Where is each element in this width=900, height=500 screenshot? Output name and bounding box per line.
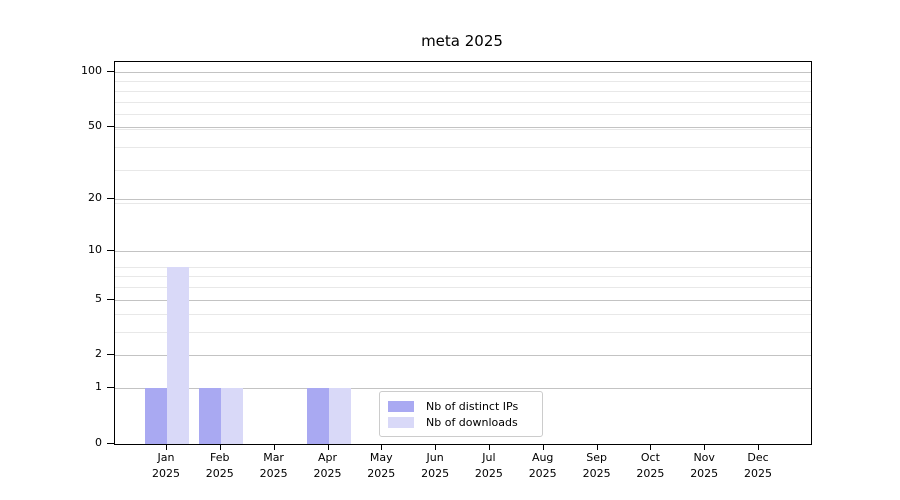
x-tick-mark — [596, 444, 598, 450]
minor-gridline — [115, 101, 811, 103]
x-tick-label: Apr 2025 — [313, 451, 342, 480]
y-tick-mark — [107, 443, 114, 444]
minor-gridline — [115, 114, 811, 115]
y-tick-label: 5 — [95, 291, 102, 305]
x-tick-mark — [542, 444, 544, 450]
x-tick-label: Dec 2025 — [744, 451, 772, 480]
y-tick-label: 50 — [88, 119, 102, 133]
minor-gridline — [115, 90, 811, 92]
x-tick-label: May 2025 — [367, 451, 396, 480]
y-tick-mark — [107, 71, 114, 72]
legend-item-distinct-ips: Nb of distinct IPs — [388, 398, 534, 414]
y-tick-label: 10 — [88, 242, 102, 256]
x-tick-label: Nov 2025 — [690, 451, 719, 480]
legend-swatch-distinct-ips — [388, 400, 414, 412]
minor-gridline — [115, 146, 811, 148]
y-tick-mark — [107, 354, 114, 356]
x-tick-mark — [488, 444, 490, 450]
legend-label-distinct-ips: Nb of distinct IPs — [426, 399, 519, 413]
y-tick-label: 1 — [95, 380, 102, 394]
bar-distinct-ips — [145, 388, 167, 444]
minor-gridline — [115, 202, 811, 204]
legend: Nb of distinct IPs Nb of downloads — [379, 391, 543, 437]
major-gridline — [115, 72, 811, 73]
y-tick-mark — [107, 249, 114, 251]
legend-label-downloads: Nb of downloads — [426, 415, 518, 429]
minor-gridline — [115, 81, 811, 83]
plot-area: Nb of distinct IPs Nb of downloads — [114, 61, 812, 445]
major-gridline — [115, 127, 811, 129]
bar-distinct-ips — [306, 388, 329, 444]
major-gridline — [115, 388, 811, 390]
bar-distinct-ips — [198, 388, 221, 444]
y-tick-label: 100 — [81, 64, 102, 77]
minor-gridline — [115, 314, 811, 316]
y-tick-label: 2 — [95, 347, 102, 361]
minor-gridline — [115, 287, 811, 289]
major-gridline — [115, 299, 811, 301]
minor-gridline — [115, 128, 811, 130]
x-tick-label: Sep 2025 — [582, 451, 611, 480]
major-gridline — [115, 198, 811, 200]
y-tick-mark — [107, 126, 114, 128]
legend-swatch-downloads — [388, 416, 414, 428]
legend-item-downloads: Nb of downloads — [388, 414, 534, 430]
x-tick-mark — [650, 444, 652, 450]
major-gridline — [115, 355, 811, 357]
y-tick-label: 20 — [88, 190, 102, 204]
y-tick-mark — [107, 387, 114, 389]
x-tick-label: Jul 2025 — [474, 451, 503, 480]
x-tick-label: Aug 2025 — [528, 451, 557, 480]
bar-downloads — [220, 388, 243, 444]
minor-gridline — [115, 332, 811, 334]
x-tick-label: Feb 2025 — [205, 451, 234, 480]
x-tick-mark — [758, 444, 759, 450]
bar-downloads — [167, 266, 189, 444]
x-tick-mark — [219, 444, 221, 450]
x-tick-mark — [273, 444, 275, 450]
y-tick-label: 0 — [95, 436, 102, 449]
x-tick-mark — [704, 444, 706, 450]
x-tick-mark — [381, 444, 383, 450]
minor-gridline — [115, 169, 811, 171]
bar-downloads — [328, 388, 351, 444]
minor-gridline — [115, 266, 811, 268]
x-tick-label: Mar 2025 — [259, 451, 288, 480]
major-gridline — [115, 250, 811, 252]
minor-gridline — [115, 276, 811, 278]
x-tick-mark — [435, 444, 437, 450]
y-tick-mark — [107, 197, 114, 199]
chart-title: meta 2025 — [421, 32, 503, 50]
x-tick-mark — [166, 444, 167, 450]
x-tick-label: Jun 2025 — [421, 451, 450, 480]
x-tick-mark — [327, 444, 329, 450]
y-tick-mark — [107, 298, 114, 300]
x-tick-label: Oct 2025 — [636, 451, 665, 480]
x-tick-label: Jan 2025 — [152, 451, 180, 480]
